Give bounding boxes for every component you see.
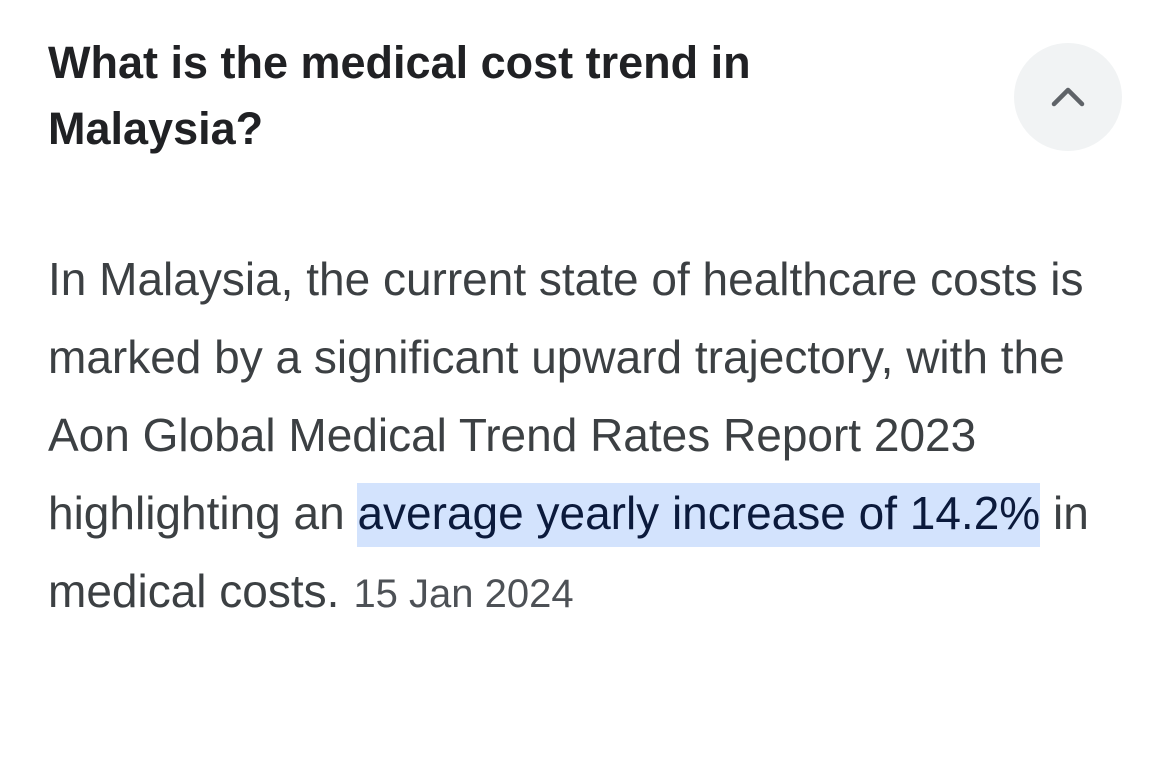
answer-text-part: in medical costs. xyxy=(48,487,1089,617)
answer-text: In Malaysia, the current state of health… xyxy=(48,240,1098,633)
question-title: What is the medical cost trend in Malays… xyxy=(48,37,751,154)
date: 15 Jan 2024 xyxy=(353,572,574,616)
collapse-button[interactable] xyxy=(1014,43,1122,151)
highlighted-text: average yearly increase of 14.2% xyxy=(357,483,1041,547)
chevron-up-icon xyxy=(1051,87,1085,107)
answer-text-part: In Malaysia, the current state of health… xyxy=(48,253,1084,539)
